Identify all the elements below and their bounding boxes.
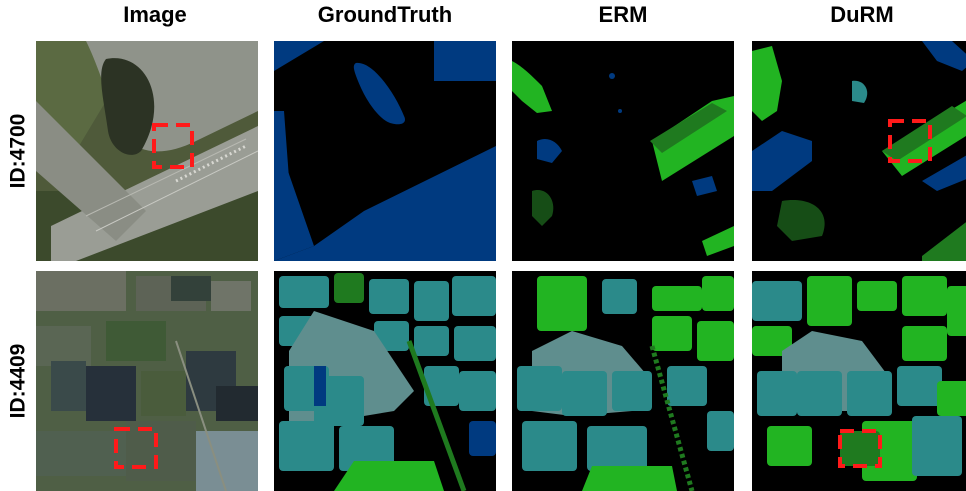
- column-header-durm: DuRM: [830, 2, 894, 27]
- durm-prediction-4700: [752, 41, 966, 261]
- erm-prediction-4700: [512, 41, 734, 261]
- groundtruth-mask-4409: [274, 271, 496, 491]
- groundtruth-mask-4700: [274, 41, 496, 261]
- row-label-text: ID:4409: [6, 343, 29, 419]
- erm-prediction-4409: [512, 271, 734, 491]
- column-header-groundtruth: GroundTruth: [317, 2, 453, 27]
- aerial-image-4700: [36, 41, 258, 261]
- row-label-4409: ID:4409: [6, 271, 30, 491]
- column-header-image: Image: [123, 2, 187, 27]
- row-label-4700: ID:4700: [6, 41, 30, 261]
- column-header-erm: ERM: [598, 2, 648, 27]
- row-label-text: ID:4700: [6, 113, 29, 189]
- aerial-image-4409: [36, 271, 258, 491]
- durm-prediction-4409: [752, 271, 966, 491]
